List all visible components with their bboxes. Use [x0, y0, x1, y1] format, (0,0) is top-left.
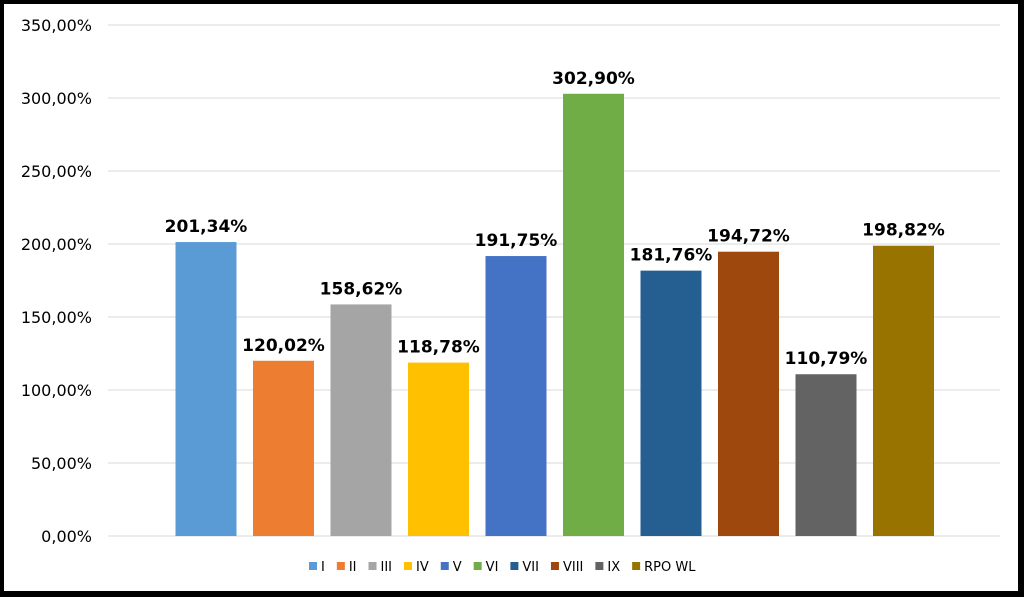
- data-label: 191,75%: [475, 231, 558, 251]
- y-tick-label: 350,00%: [21, 16, 92, 35]
- legend-swatch: [440, 562, 449, 570]
- legend-swatch: [510, 562, 519, 570]
- y-tick-label: 50,00%: [31, 454, 92, 473]
- data-label: 118,78%: [397, 338, 480, 358]
- bar: [718, 251, 779, 536]
- bar-chart: 0,00% 50,00% 100,00% 150,00% 200,00% 250,00% 3…: [21, 16, 1000, 575]
- y-tick-label: 300,00%: [21, 89, 92, 108]
- bars: [175, 93, 934, 537]
- legend: I II III IV V VI VII VIII IX RPO WL: [309, 560, 696, 575]
- legend-label: IV: [416, 560, 429, 575]
- legend-label: II: [349, 560, 357, 575]
- legend-swatch: [404, 562, 413, 570]
- chart-frame: 0,00% 50,00% 100,00% 150,00% 200,00% 250,00% 3…: [4, 4, 1018, 591]
- data-label: 158,62%: [320, 279, 403, 299]
- y-tick-label: 100,00%: [21, 381, 92, 400]
- data-label: 194,72%: [707, 227, 790, 247]
- gridlines: [108, 24, 1000, 537]
- legend-swatch: [595, 562, 604, 570]
- legend-swatch: [550, 562, 559, 570]
- bar: [795, 374, 857, 536]
- bar: [485, 256, 547, 536]
- y-tick-label: 150,00%: [21, 308, 92, 327]
- data-labels: 201,34% 120,02% 158,62% 118,78% 191,75% 302,9…: [165, 69, 945, 369]
- data-label: 201,34%: [165, 217, 248, 237]
- legend-swatch: [632, 562, 641, 570]
- bar: [253, 360, 314, 536]
- legend-swatch: [368, 562, 377, 570]
- bar: [175, 242, 237, 537]
- legend-label: VIII: [563, 560, 583, 575]
- legend-label: III: [381, 560, 393, 575]
- legend-label: VI: [486, 560, 499, 575]
- data-label: 198,82%: [862, 221, 945, 241]
- legend-label: IX: [607, 560, 620, 575]
- bar: [330, 304, 392, 536]
- y-tick-label: 200,00%: [21, 235, 92, 254]
- y-tick-label: 0,00%: [41, 527, 92, 546]
- data-label: 181,76%: [630, 246, 713, 266]
- bar: [873, 245, 934, 537]
- data-label: 110,79%: [785, 349, 868, 369]
- y-axis-ticks: 0,00% 50,00% 100,00% 150,00% 200,00% 250,00% 3…: [21, 16, 92, 546]
- legend-label: I: [321, 560, 325, 575]
- data-label: 302,90%: [552, 69, 635, 89]
- bar: [563, 93, 624, 537]
- legend-label: RPO WL: [644, 560, 696, 575]
- legend-swatch: [336, 562, 345, 570]
- legend-label: V: [453, 560, 462, 575]
- data-label: 120,02%: [242, 336, 325, 356]
- legend-swatch: [309, 562, 317, 570]
- bar: [640, 270, 702, 536]
- legend-label: VII: [522, 560, 539, 575]
- y-tick-label: 250,00%: [21, 162, 92, 181]
- legend-swatch: [473, 562, 482, 570]
- bar: [408, 362, 469, 536]
